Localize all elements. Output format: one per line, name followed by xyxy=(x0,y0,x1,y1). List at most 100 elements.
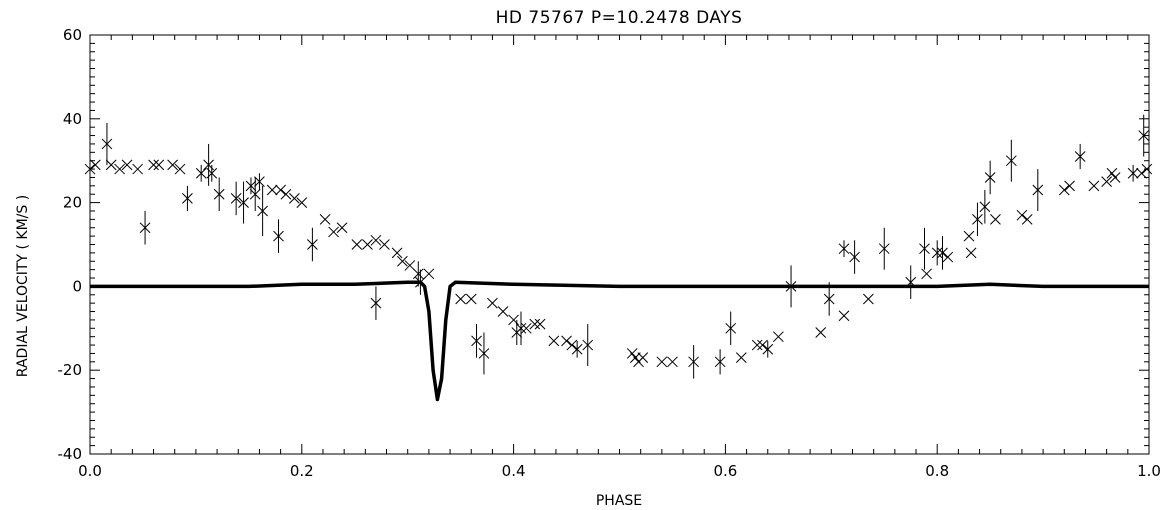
x-marker-stroke xyxy=(230,193,242,204)
x-marker-stroke xyxy=(203,159,214,171)
x-marker-stroke xyxy=(637,352,649,363)
data-point xyxy=(688,345,699,379)
x-marker-stroke xyxy=(849,251,860,263)
x-marker-stroke xyxy=(245,180,257,192)
x-marker-stroke xyxy=(529,318,541,330)
data-point xyxy=(132,163,144,175)
x-marker-stroke xyxy=(174,163,186,175)
data-point xyxy=(465,293,477,305)
x-marker-stroke xyxy=(351,239,363,250)
x-marker-stroke xyxy=(89,159,101,171)
x-axis-ticks: 0.0 0.2 0.4 0.6 0.8 1.0 xyxy=(78,35,1161,480)
data-point xyxy=(257,185,268,237)
data-point xyxy=(1021,214,1033,225)
data-point xyxy=(937,236,948,270)
x-marker-stroke xyxy=(319,214,331,225)
data-point xyxy=(972,202,983,237)
x-marker-stroke xyxy=(1088,180,1100,192)
x-marker-stroke xyxy=(121,159,133,171)
x-marker-stroke xyxy=(1109,172,1121,183)
x-marker-stroke xyxy=(206,167,218,179)
data-point xyxy=(990,214,1001,225)
x-marker-stroke xyxy=(478,348,490,359)
data-point xyxy=(415,269,426,295)
x-marker-stroke xyxy=(520,322,532,334)
x-marker-stroke xyxy=(139,222,151,234)
data-point xyxy=(849,240,860,274)
x-marker-stroke xyxy=(370,297,382,309)
data-point xyxy=(153,159,165,171)
data-point xyxy=(566,339,578,351)
data-point xyxy=(1127,164,1139,182)
x-marker-stroke xyxy=(735,352,747,363)
x-marker-stroke xyxy=(254,176,265,188)
x-marker-stroke xyxy=(1064,180,1075,192)
profile-line xyxy=(90,280,1149,402)
x-axis-label: PHASE xyxy=(596,493,642,509)
data-point xyxy=(815,327,827,338)
data-point xyxy=(823,282,835,316)
x-marker-stroke xyxy=(515,322,527,334)
x-marker-stroke xyxy=(757,339,768,351)
x-tick-label: 0.4 xyxy=(502,462,526,480)
x-marker-stroke xyxy=(1138,130,1150,141)
x-marker-stroke xyxy=(105,159,117,171)
data-point xyxy=(714,349,726,375)
y-axis-label: RADIAL VELOCITY ( KM/S ) xyxy=(15,195,31,377)
x-tick-label: 0.6 xyxy=(713,462,737,480)
x-marker-stroke xyxy=(101,138,113,150)
x-marker-stroke xyxy=(714,356,726,368)
x-marker-stroke xyxy=(455,293,467,305)
data-point xyxy=(471,324,482,358)
x-marker-stroke xyxy=(582,339,594,351)
x-marker-stroke xyxy=(1127,167,1139,179)
data-point xyxy=(984,160,996,195)
x-marker-stroke xyxy=(397,255,408,267)
x-tick-label: 1.0 xyxy=(1137,462,1161,480)
x-marker-stroke xyxy=(1005,155,1017,167)
data-point xyxy=(1138,114,1150,157)
data-point xyxy=(391,247,403,259)
x-marker-stroke xyxy=(423,268,435,280)
y-tick-label: -40 xyxy=(58,445,83,463)
data-point xyxy=(273,219,284,253)
data-point xyxy=(1064,180,1075,192)
x-marker-stroke xyxy=(508,314,519,326)
x-marker-stroke xyxy=(1074,151,1086,162)
x-marker-stroke xyxy=(984,172,996,183)
data-point xyxy=(905,265,917,299)
data-point xyxy=(101,122,113,165)
y-tick-label: 0 xyxy=(72,277,82,295)
x-marker-stroke xyxy=(937,247,948,259)
x-marker-stroke xyxy=(391,247,403,259)
data-point xyxy=(487,297,498,309)
x-marker-stroke xyxy=(815,327,827,338)
data-point xyxy=(148,159,159,171)
x-marker-stroke xyxy=(132,163,144,175)
x-marker-stroke xyxy=(725,322,737,334)
data-point xyxy=(838,240,850,258)
data-point xyxy=(307,227,318,262)
x-marker-stroke xyxy=(167,159,178,171)
x-marker-stroke xyxy=(566,339,578,351)
x-marker-stroke xyxy=(362,239,373,250)
x-marker-stroke xyxy=(534,318,546,330)
data-point xyxy=(206,164,218,182)
data-point xyxy=(370,286,382,320)
data-point xyxy=(963,230,975,242)
y-tick-label: 20 xyxy=(63,194,82,212)
data-point xyxy=(121,159,133,171)
x-marker-stroke xyxy=(296,197,308,208)
x-marker-stroke xyxy=(1016,209,1028,221)
data-point xyxy=(863,293,874,305)
data-point xyxy=(1074,143,1086,170)
x-marker-stroke xyxy=(965,247,977,259)
x-marker-stroke xyxy=(656,356,668,368)
data-point xyxy=(561,335,572,347)
x-marker-stroke xyxy=(919,243,930,255)
x-marker-stroke xyxy=(863,293,874,305)
x-marker-stroke xyxy=(1032,184,1044,196)
y-axis-ticks: -40 -20 0 20 40 60 xyxy=(58,26,1149,463)
data-point xyxy=(351,239,363,250)
data-point xyxy=(520,322,532,334)
